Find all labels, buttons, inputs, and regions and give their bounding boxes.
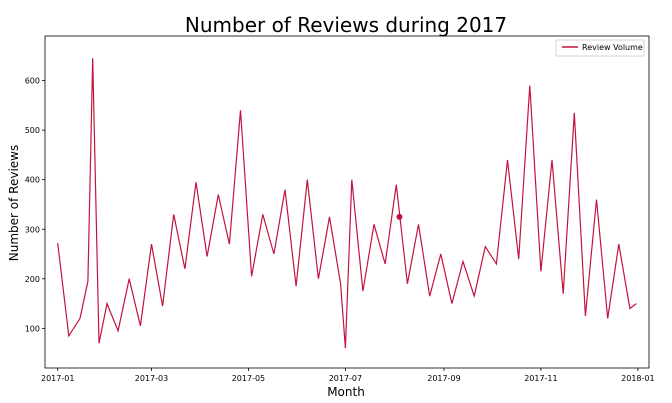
x-tick-label: 2017-07 [329, 374, 362, 383]
legend: Review Volume [555, 39, 645, 57]
plot-frame [44, 35, 650, 369]
y-tick-label: 600 [25, 77, 40, 86]
y-axis-label: Number of Reviews [7, 145, 21, 261]
x-tick-label: 2018-01 [621, 374, 654, 383]
x-axis-label: Month [327, 385, 365, 399]
x-tick-label: 2017-11 [524, 374, 557, 383]
y-tick-label: 400 [25, 176, 40, 185]
legend-label: Review Volume [582, 43, 643, 52]
y-tick-label: 100 [25, 324, 40, 333]
chart-title: Number of Reviews during 2017 [185, 13, 507, 37]
legend-box [555, 39, 645, 57]
y-tick-label: 200 [25, 275, 40, 284]
highlight-point [396, 213, 403, 220]
x-tick-label: 2017-09 [427, 374, 460, 383]
x-axis-ticks: 2017-01 2017-03 2017-05 2017-07 2017-09 2017-… [41, 368, 655, 383]
x-tick-label: 2017-01 [41, 374, 74, 383]
x-tick-label: 2017-03 [135, 374, 168, 383]
x-tick-label: 2017-05 [232, 374, 265, 383]
y-tick-label: 500 [25, 126, 40, 135]
review-volume-line [57, 58, 637, 349]
y-axis-ticks: 100 200 300 400 500 600 [25, 77, 45, 333]
y-tick-label: 300 [25, 225, 40, 234]
